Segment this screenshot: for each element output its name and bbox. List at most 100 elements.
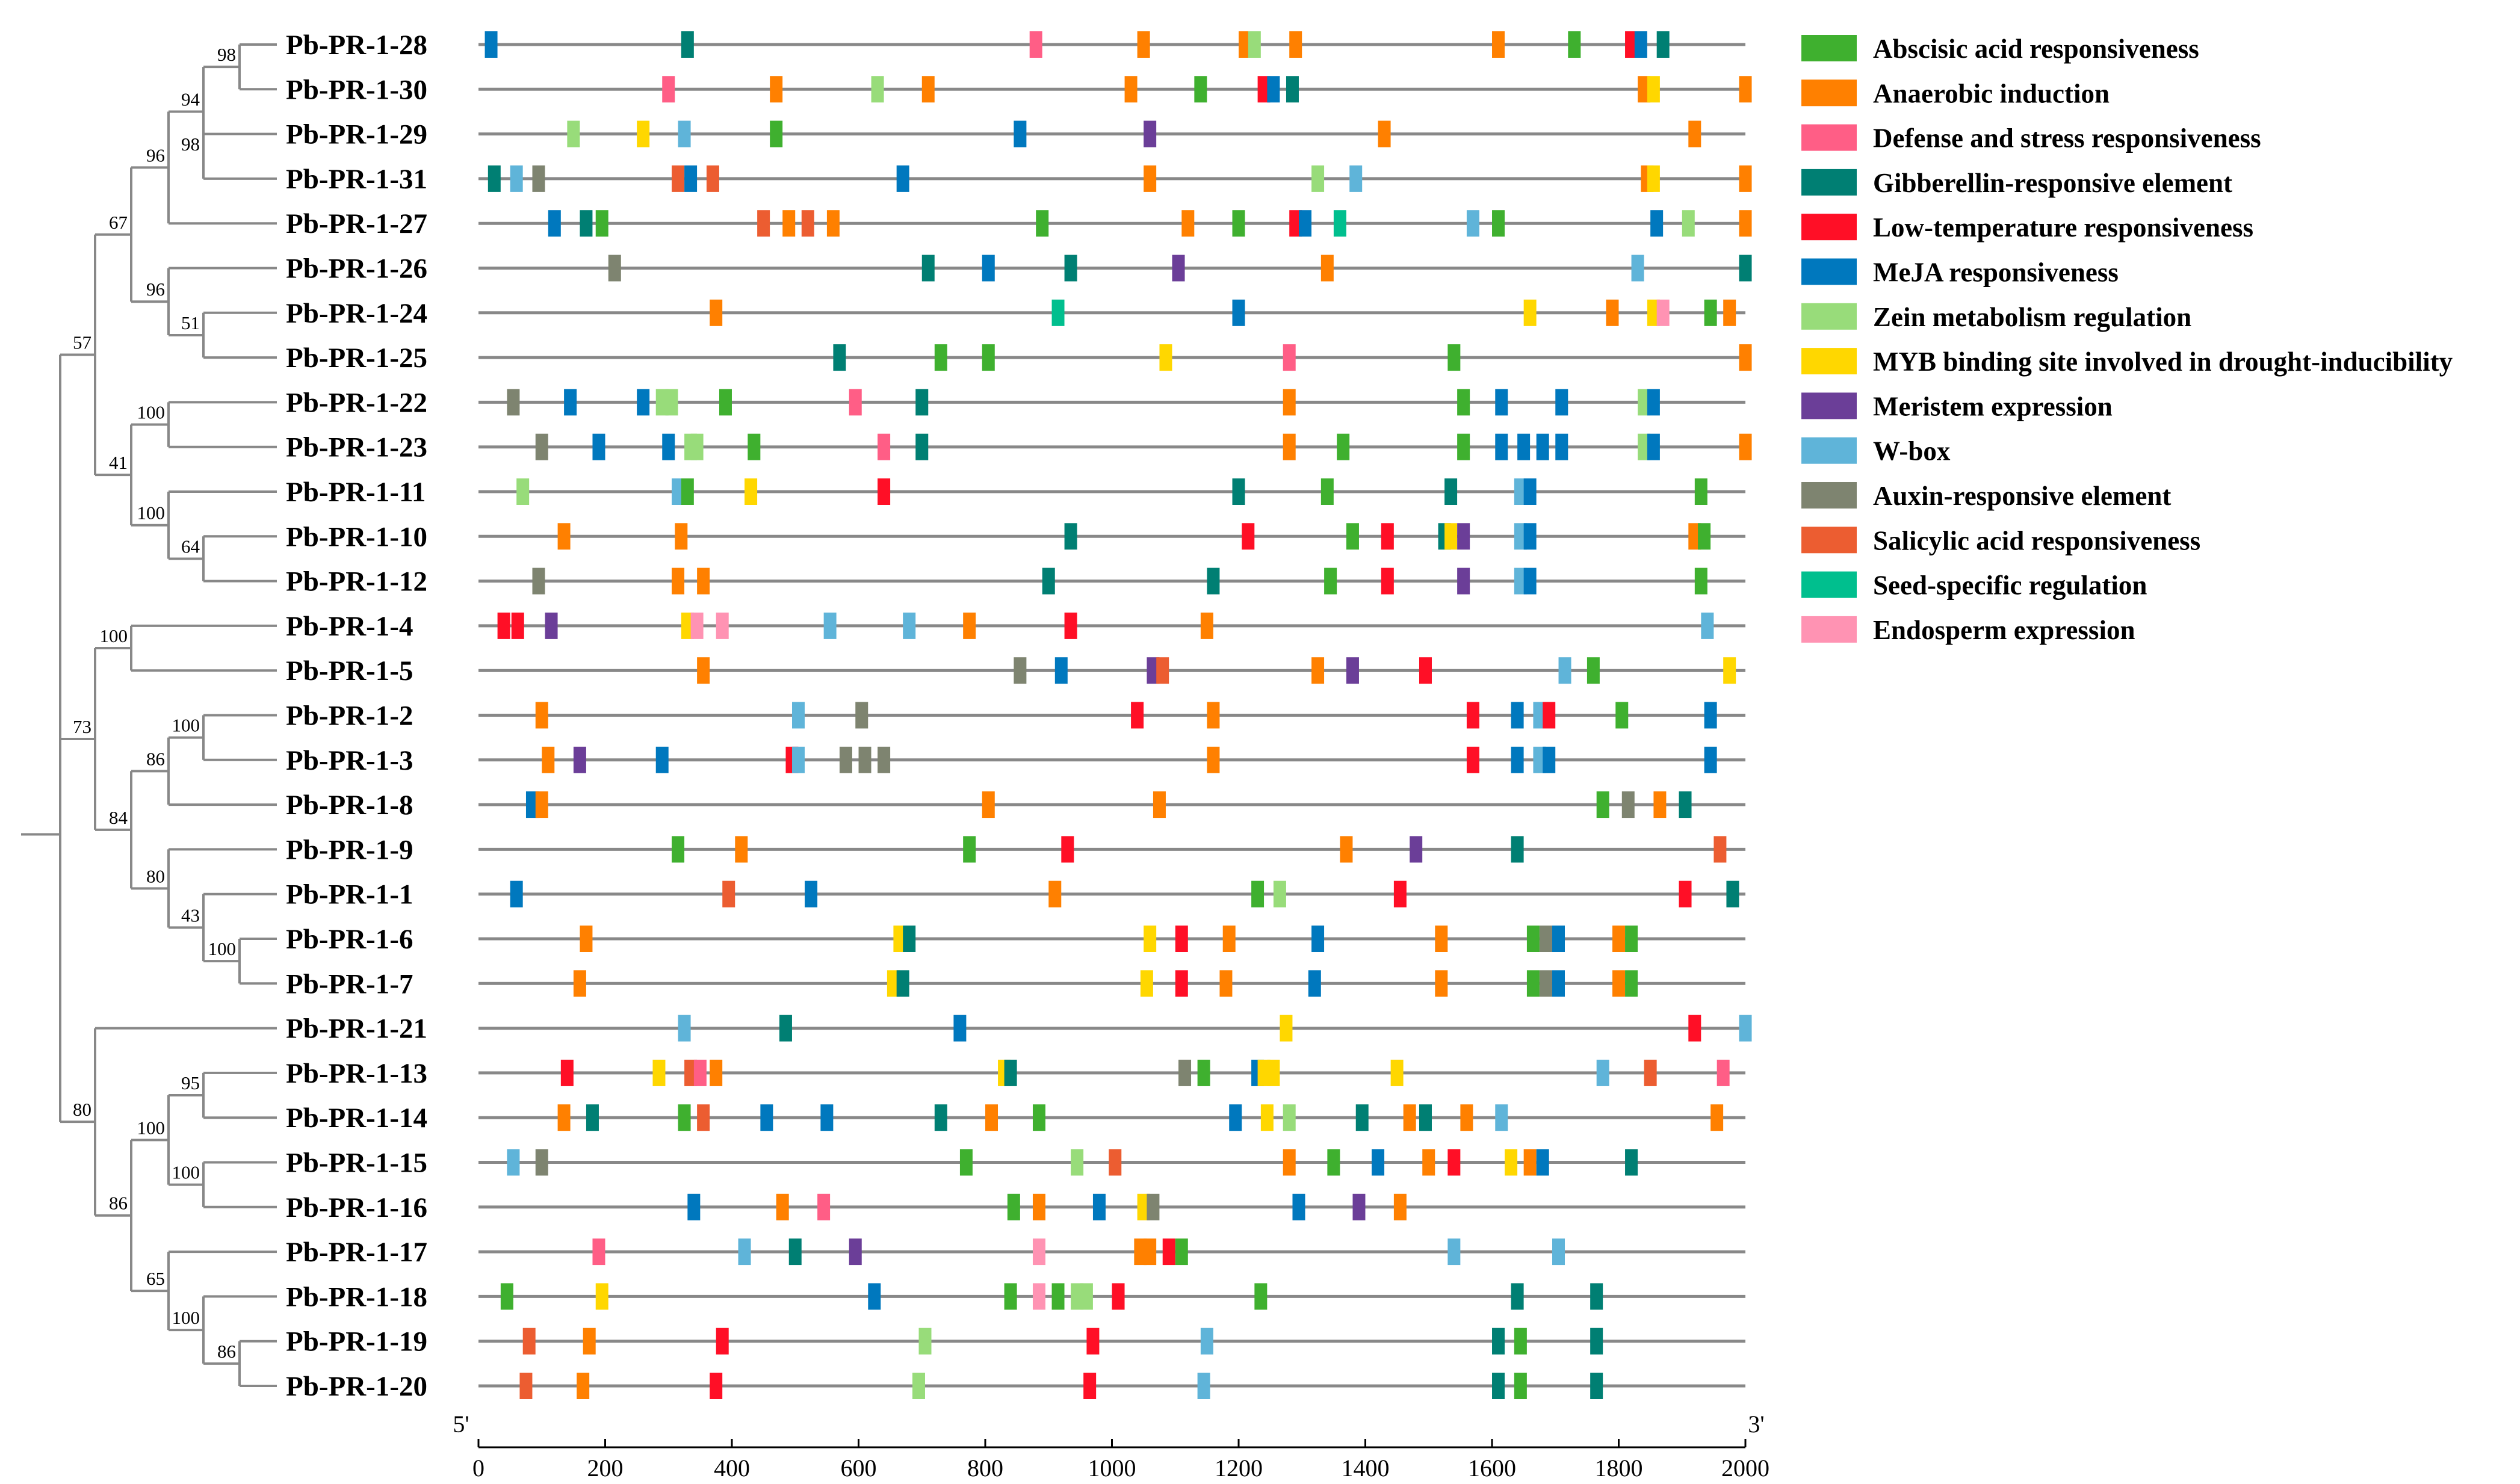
cis-element-zein (912, 1373, 925, 1399)
cis-element-ga (833, 344, 846, 371)
legend-label: Anaerobic induction (1873, 78, 2110, 108)
cis-element-aba (1004, 1283, 1017, 1310)
cis-element-aux (507, 389, 520, 416)
cis-element-aba (1197, 1059, 1210, 1086)
cis-element-aba (1232, 210, 1245, 237)
cis-element-ana (921, 76, 935, 103)
cis-element-myb (1260, 1104, 1274, 1131)
cis-element-aux (858, 746, 871, 773)
cis-element-lt (1381, 567, 1394, 595)
cis-element-meja (1229, 1104, 1242, 1131)
cis-element-ana (697, 657, 710, 684)
cis-element-lt (1625, 31, 1638, 58)
cis-element-sa (522, 1328, 536, 1355)
gene-row (478, 970, 1745, 997)
cis-element-meja (805, 880, 818, 907)
cis-element-zein (1638, 389, 1651, 416)
gene-row (478, 880, 1745, 907)
cis-element-myb (893, 926, 906, 952)
legend-swatch (1801, 303, 1857, 330)
cis-element-myb (652, 1059, 666, 1086)
cis-element-meja (1292, 1193, 1305, 1220)
cis-element-aba (1036, 210, 1049, 237)
cis-element-ana (1739, 210, 1752, 237)
cis-element-ana (675, 523, 688, 550)
cis-element-meja (982, 255, 995, 282)
cis-element-ana (557, 523, 571, 550)
gene-label: Pb-PR-1-19 (286, 1326, 427, 1358)
gene-row (478, 120, 1745, 147)
cis-element-ana (1320, 255, 1334, 282)
cis-element-wbox (1349, 165, 1363, 192)
gene-label: Pb-PR-1-15 (286, 1148, 427, 1179)
bootstrap-value: 94 (181, 88, 200, 110)
cis-element-ga (1590, 1328, 1603, 1355)
legend-swatch (1801, 616, 1857, 643)
cis-element-ana (1492, 31, 1505, 58)
legend-swatch (1801, 168, 1857, 196)
cis-element-meja (655, 746, 669, 773)
cis-element-ana (1403, 1104, 1416, 1131)
gene-row (478, 836, 1745, 863)
cis-element-meja (820, 1104, 834, 1131)
cis-element-def (1717, 1059, 1730, 1086)
cis-element-myb (595, 1283, 608, 1310)
cis-element-ana (1710, 1104, 1724, 1131)
cis-element-aba (1327, 1149, 1340, 1176)
gene-row (478, 344, 1752, 371)
cis-element-meja (1647, 389, 1660, 416)
cis-element-meja (662, 433, 675, 460)
cis-element-ana (1378, 120, 1391, 147)
gene-label: Pb-PR-1-20 (286, 1371, 427, 1402)
gene-row (478, 1059, 1745, 1086)
cis-element-aba (1346, 523, 1359, 550)
cis-element-seed (1051, 299, 1065, 326)
gene-row (478, 1328, 1745, 1355)
legend-swatch (1801, 571, 1857, 598)
cis-element-aba (934, 344, 947, 371)
cis-element-zein (655, 389, 669, 416)
cis-element-ana (1435, 926, 1448, 952)
cis-element-aba (1032, 1104, 1045, 1131)
cis-element-meja (525, 791, 539, 818)
cis-element-aba (1051, 1283, 1065, 1310)
bootstrap-value: 86 (146, 748, 165, 769)
cis-element-wbox (1495, 1104, 1508, 1131)
legend-label: Abscisic acid responsiveness (1873, 34, 2199, 64)
gene-label: Pb-PR-1-5 (286, 655, 413, 687)
cis-element-aba (1596, 791, 1609, 818)
cis-element-def (817, 1193, 831, 1220)
cis-element-meja (1267, 76, 1280, 103)
cis-element-ana (770, 76, 783, 103)
legend-swatch (1801, 348, 1857, 375)
cis-element-wbox (792, 702, 805, 729)
cis-element-myb (1280, 1015, 1293, 1042)
cis-element-ana (557, 1104, 571, 1131)
cis-element-aux (1178, 1059, 1192, 1086)
tick-label: 1400 (1342, 1455, 1390, 1482)
cis-element-ga (1064, 255, 1077, 282)
cis-element-wbox (1739, 1015, 1752, 1042)
cis-element-aba (595, 210, 608, 237)
legend-swatch (1801, 258, 1857, 285)
cis-element-aba (982, 344, 995, 371)
cis-element-lt (1086, 1328, 1100, 1355)
cis-element-wbox (1514, 523, 1527, 550)
cis-element-aux (535, 433, 548, 460)
cis-element-meja (1634, 31, 1647, 58)
bootstrap-value: 100 (172, 715, 200, 736)
cis-element-ga (1207, 567, 1220, 595)
cis-element-sa (672, 165, 685, 192)
cis-element-ana (1032, 1193, 1045, 1220)
bootstrap-value: 84 (109, 807, 128, 828)
cis-element-ga (915, 433, 929, 460)
cis-element-lt (497, 612, 510, 639)
cis-element-zein (1283, 1104, 1296, 1131)
tick-label: 400 (714, 1455, 750, 1482)
cis-element-wbox (903, 612, 916, 639)
gene-label: Pb-PR-1-6 (286, 924, 413, 955)
cis-element-ana (1422, 1149, 1435, 1176)
cis-element-myb (1505, 1149, 1518, 1176)
cis-element-ga (1444, 478, 1458, 505)
cis-element-aba (1254, 1283, 1268, 1310)
